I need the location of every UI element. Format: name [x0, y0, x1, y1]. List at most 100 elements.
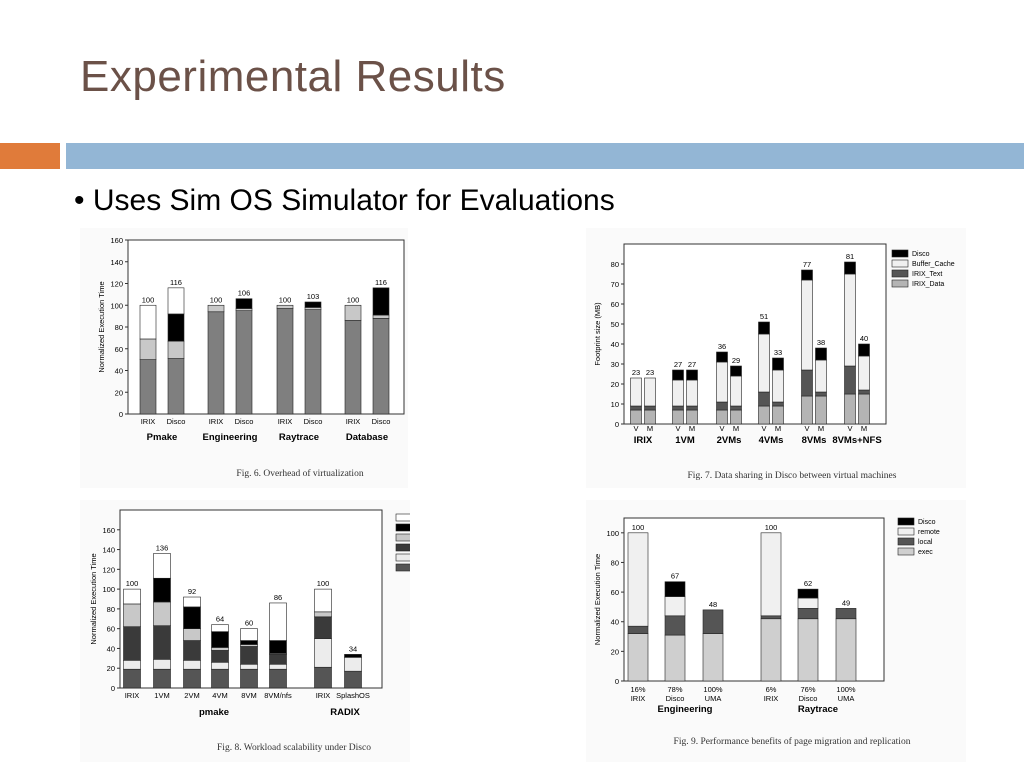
accent-bar-orange	[0, 143, 60, 169]
bar-segment-buffer-cache	[844, 273, 856, 367]
legend-label: Disco	[918, 519, 936, 526]
bar-segment-irix-data	[644, 409, 656, 425]
group-label: Raytrace	[798, 704, 838, 715]
figure-caption: Fig. 8. Workload scalability under Disco	[217, 743, 371, 753]
bar-category-label: V	[719, 424, 724, 433]
bar-segment-local	[702, 609, 724, 634]
bar-category-label: M	[818, 424, 824, 433]
bar-value-label: 100	[142, 295, 155, 304]
bar-segment-irix-text	[716, 401, 728, 411]
y-axis-label: Normalized Execution Time	[89, 553, 98, 644]
bar-segment-irix-data	[730, 409, 742, 425]
y-tick-label: 80	[107, 605, 115, 614]
group-label: 2VMs	[717, 435, 742, 446]
group-label: Database	[346, 432, 388, 443]
bar-category-label: IRIX	[346, 417, 361, 426]
figure-caption: Fig. 7. Data sharing in Disco between vi…	[688, 471, 897, 481]
bar-segment-disco	[758, 321, 770, 335]
bar-segment-kernel	[276, 304, 294, 309]
bar-segment-irix-data	[858, 393, 870, 425]
y-tick-label: 40	[611, 618, 619, 627]
bar-segment-sync	[123, 603, 141, 627]
bar-segment-buffer-cache	[815, 359, 827, 393]
group-label: RADIX	[330, 707, 360, 718]
bar-segment-kernel	[123, 626, 141, 661]
legend-swatch-disco	[395, 523, 410, 532]
bar-category-label: IRIX	[278, 417, 293, 426]
y-tick-label: 70	[611, 280, 619, 289]
y-tick-label: 20	[115, 388, 123, 397]
bar-segment-user	[153, 668, 171, 689]
chart-figure-8: 0 20 40 60 80 100 120 140 160 Normalized Executio…	[89, 509, 410, 753]
legend-swatch-disco	[897, 517, 915, 526]
bar-segment-user	[269, 668, 287, 689]
bar-segment-idle	[314, 588, 332, 613]
legend-swatch-user	[395, 563, 410, 572]
bar-segment-disco	[686, 369, 698, 381]
group-label: 1VM	[675, 435, 695, 446]
bar-category-label: V	[804, 424, 809, 433]
bar-segment-disco	[240, 640, 258, 645]
legend-swatch-irix-data	[891, 279, 909, 288]
legend-label: Disco	[912, 251, 930, 258]
bar-segment-disco	[797, 588, 819, 599]
bar-segment-kernel	[211, 650, 229, 663]
bar-segment-remote	[797, 597, 819, 609]
bar-category-label: V	[847, 424, 852, 433]
bar-value-label: 116	[170, 278, 182, 287]
bar-segment-disco	[211, 631, 229, 648]
y-tick-label: 0	[615, 420, 619, 429]
bar-value-label: 51	[760, 312, 768, 321]
bar-value-label: 40	[860, 334, 868, 343]
bar-segment-idle	[183, 596, 201, 608]
legend-swatch-sync	[395, 533, 410, 542]
group-label: 4VMs	[759, 435, 784, 446]
chart-figure-6: 0 20 40 60 80 100 120 140 160 Normalized Executio…	[97, 236, 405, 479]
bar-segment-irix-text	[730, 405, 742, 411]
y-axis-label: Footprint size (MB)	[593, 302, 602, 366]
y-tick-label: 40	[115, 367, 123, 376]
y-tick-label: 80	[115, 323, 123, 332]
bar-value-label: 36	[718, 342, 726, 351]
bar-segment-disco	[801, 269, 813, 281]
bar-segment-irix-text	[801, 369, 813, 397]
bar-category-label: SplashOS	[336, 691, 370, 700]
figure-7: 0 10 20 30 40 50 60 70 80 Footprint size (MB) 23 V 2…	[586, 228, 966, 488]
y-tick-label: 0	[119, 410, 123, 419]
bar-segment-user-stall	[314, 638, 332, 668]
bar-category-label: M	[775, 424, 781, 433]
bar-category-label: 8VM/nfs	[264, 691, 292, 700]
bar-category-label: 16%	[630, 685, 645, 694]
chart-figure-7: 0 10 20 30 40 50 60 70 80 Footprint size (MB) 23 V 2…	[593, 243, 955, 481]
legend-swatch-remote	[897, 527, 915, 536]
bar-value-label: 64	[216, 615, 224, 624]
bar-category-label: Disco	[235, 417, 254, 426]
bar-segment-kernel	[344, 304, 362, 321]
bar-segment-user-stall	[269, 663, 287, 670]
bar-segment-local	[627, 625, 649, 634]
group-label: 8VMs+NFS	[832, 435, 881, 446]
bar-segment-kernel	[372, 314, 390, 319]
legend-label: IRIX_Text	[912, 271, 942, 278]
legend-swatch-irix-text	[891, 269, 909, 278]
bar-segment-disco	[772, 357, 784, 371]
group-label: 8VMs	[802, 435, 827, 446]
bar-value-label: 62	[804, 579, 812, 588]
bar-segment-kernel	[304, 307, 322, 310]
figure-caption: Fig. 6. Overhead of virtualization	[236, 468, 363, 479]
bar-category-label: 100%	[836, 685, 856, 694]
bar-segment-irix-data	[801, 395, 813, 425]
bar-segment-user	[183, 668, 201, 689]
bar-segment-irix-text	[858, 389, 870, 395]
bar-category-label: Disco	[167, 417, 186, 426]
bar-value-label: 100	[765, 523, 778, 532]
bar-segment-irix-text	[686, 405, 698, 411]
bar-value-label: 23	[646, 368, 654, 377]
bar-value-label: 92	[188, 587, 196, 596]
bar-segment-kernel	[167, 340, 185, 359]
bar-value-label: 103	[307, 292, 320, 301]
bar-value-label: 106	[238, 289, 251, 298]
group-label: Engineering	[203, 432, 258, 443]
bar-segment-irix-data	[630, 409, 642, 425]
bar-segment-buffer-cache	[686, 379, 698, 407]
